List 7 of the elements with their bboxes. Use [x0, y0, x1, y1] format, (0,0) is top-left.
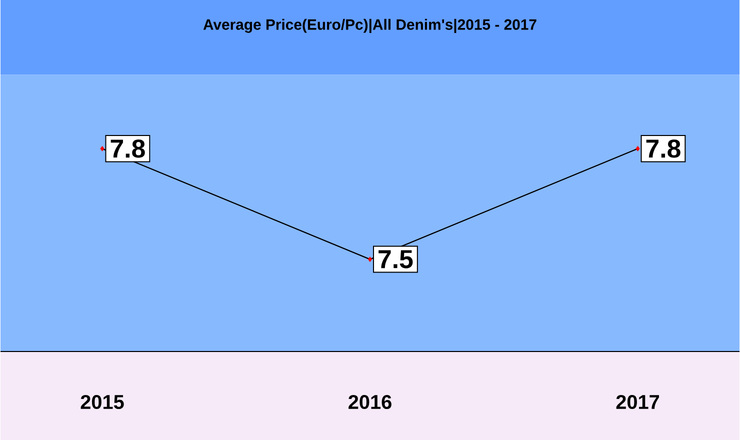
x-tick-label: 2017 [616, 394, 660, 409]
x-tick-label: 2015 [80, 394, 124, 409]
chart-title: Average Price(Euro/Pc)|All Denim's|2015 - 2017 [203, 18, 536, 33]
data-label: 7.8 [646, 139, 680, 158]
x-tick-label: 2016 [348, 394, 392, 409]
data-label: 7.5 [378, 250, 413, 268]
data-label: 7.8 [110, 139, 145, 158]
